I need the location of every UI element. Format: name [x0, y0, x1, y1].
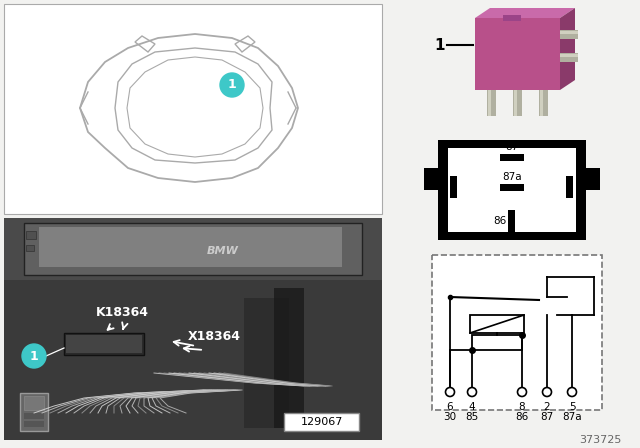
Bar [26, 245, 34, 251]
Text: 87: 87 [506, 142, 518, 152]
Circle shape [22, 344, 46, 368]
Circle shape [543, 388, 552, 396]
Bar [24, 421, 44, 427]
Text: K18364: K18364 [95, 306, 148, 319]
Bar [500, 154, 524, 161]
Bar [566, 176, 573, 198]
Text: 1: 1 [228, 78, 236, 91]
Text: 1: 1 [29, 349, 38, 362]
Bar [448, 148, 576, 232]
Bar [66, 335, 142, 353]
Circle shape [220, 73, 244, 97]
Text: 30: 30 [444, 412, 456, 422]
Bar [560, 31, 578, 34]
Text: 129067: 129067 [301, 417, 343, 427]
Text: X18364: X18364 [188, 329, 241, 343]
Text: 4: 4 [468, 402, 476, 412]
Bar [513, 90, 522, 116]
Bar [26, 231, 36, 239]
Bar [560, 54, 578, 57]
Bar [24, 223, 362, 275]
Bar [560, 30, 578, 39]
Bar [24, 396, 44, 410]
Text: 85: 85 [575, 182, 588, 192]
Bar [500, 184, 524, 191]
Text: 86: 86 [493, 216, 506, 226]
Bar [64, 333, 144, 355]
Text: 6: 6 [447, 402, 453, 412]
Bar [24, 413, 44, 419]
Text: 86: 86 [515, 412, 529, 422]
Text: 1: 1 [435, 38, 445, 52]
Text: 373725: 373725 [579, 435, 621, 445]
Bar [503, 15, 521, 21]
Bar [438, 140, 586, 240]
Text: 87a: 87a [562, 412, 582, 422]
Circle shape [568, 388, 577, 396]
Bar [470, 315, 524, 333]
Bar [488, 90, 491, 116]
Bar [560, 53, 578, 62]
Text: 8: 8 [518, 402, 525, 412]
Bar [4, 4, 382, 214]
Text: BMW: BMW [207, 246, 239, 256]
Circle shape [445, 388, 454, 396]
Bar [475, 18, 560, 90]
Bar [20, 393, 48, 431]
Bar [450, 176, 457, 198]
Text: 87a: 87a [502, 172, 522, 182]
Polygon shape [475, 8, 575, 18]
Bar [508, 210, 515, 232]
Bar [487, 90, 496, 116]
Bar [432, 255, 602, 410]
Text: 5: 5 [569, 402, 575, 412]
Text: 30: 30 [435, 182, 448, 192]
Text: 85: 85 [465, 412, 479, 422]
Text: 87: 87 [540, 412, 554, 422]
Bar [39, 227, 342, 267]
Bar [274, 288, 304, 428]
Bar [424, 168, 438, 190]
Circle shape [467, 388, 477, 396]
Circle shape [518, 388, 527, 396]
Bar [539, 90, 548, 116]
Text: 2: 2 [544, 402, 550, 412]
Bar [586, 168, 600, 190]
Bar [244, 298, 289, 428]
Bar [4, 218, 382, 440]
Bar [514, 90, 517, 116]
Bar [472, 335, 522, 350]
Bar [284, 413, 359, 431]
Bar [4, 280, 382, 440]
Polygon shape [560, 8, 575, 90]
Bar [540, 90, 543, 116]
